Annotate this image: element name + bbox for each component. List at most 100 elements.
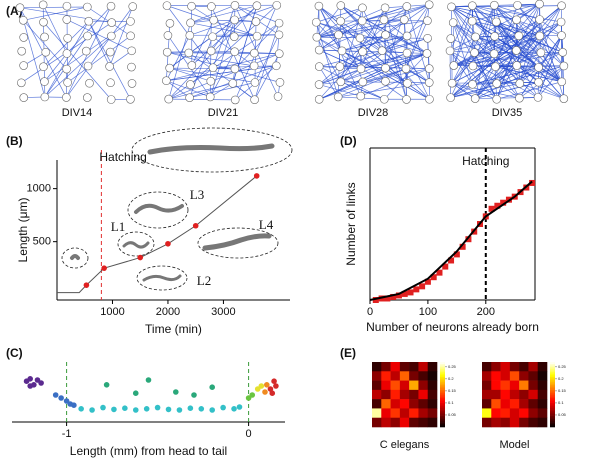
point [262,389,268,395]
heatmap-cell [509,417,520,428]
edge [451,6,453,84]
colorbar-step [550,417,555,420]
edge [316,37,342,82]
edge [44,53,68,82]
node [15,3,25,12]
edge [168,53,280,100]
edge [166,35,191,81]
node [63,78,72,87]
edge [494,4,563,83]
heatmap-cell [491,371,501,381]
colorbar-step [550,401,555,403]
marker [442,263,449,270]
edge [362,4,430,52]
edge [362,51,430,100]
colorbar-step [440,409,445,412]
edge [340,5,428,54]
node [512,61,522,70]
node [489,49,499,59]
heatmap-cell [509,399,520,409]
heatmap-cell [500,371,511,381]
edge [166,65,277,82]
node [105,47,115,57]
edge [496,21,563,83]
node [380,94,389,104]
colorbar-step [550,396,555,399]
network [311,0,434,104]
colorbar-step [440,391,445,394]
heatmap-cell [491,362,501,372]
node [491,62,500,71]
point [209,384,215,391]
colorbar-step [440,422,445,425]
node [490,32,499,41]
node [62,64,71,74]
heatmap-cell [537,389,548,400]
heatmap-cell [537,417,548,428]
colorbar-step [550,371,555,374]
heatmap-cell [372,380,382,391]
heatmap-cell [381,399,391,409]
edge [539,5,562,37]
colorbar-step [440,405,445,408]
point [267,386,274,392]
node [491,17,501,27]
node [208,32,217,42]
x-tick-label: 100 [419,306,437,318]
node [558,48,568,57]
heatmap-cell [372,417,382,428]
marker [401,290,408,297]
node [40,92,50,102]
node [357,16,367,26]
colorbar-label: 0.15 [558,388,567,393]
node [83,93,92,102]
edge [451,6,495,54]
node [314,80,324,89]
marker [395,292,402,299]
node [377,46,387,55]
heatmap-cell [482,362,492,372]
point [38,380,44,386]
node [402,48,412,58]
colorbar-step [440,407,445,410]
node [40,32,49,42]
colorbar-label: 0.15 [448,388,457,393]
node [424,0,434,9]
heatmap-cell [519,399,529,409]
heatmap-cell [418,389,429,400]
edge [539,19,562,36]
point [173,389,179,395]
node [126,94,135,104]
colorbar-step [440,397,445,400]
node [17,78,26,88]
panel-label: (D) [340,134,357,148]
colorbar-step [440,379,445,382]
edge [406,4,430,37]
edge [88,21,131,100]
colorbar-step [550,418,555,421]
heatmap-cell [418,408,429,419]
heatmap-cell [537,408,548,419]
node [356,64,366,74]
heatmap-cell [390,371,401,381]
node [185,31,195,40]
node [250,78,260,87]
edge [474,66,496,99]
node [128,2,138,11]
node [336,77,346,87]
node [423,16,432,26]
heatmap-cell [427,389,438,400]
marker [448,257,455,264]
colorbar-step [440,402,445,405]
node [314,62,324,71]
node [84,16,94,26]
colorbar-step [550,381,555,384]
heatmap-cell [390,380,401,391]
edge [496,21,540,37]
edge [42,4,68,54]
edge [516,65,562,83]
network [15,0,138,104]
edge [474,35,540,99]
colorbar-step [440,399,445,402]
